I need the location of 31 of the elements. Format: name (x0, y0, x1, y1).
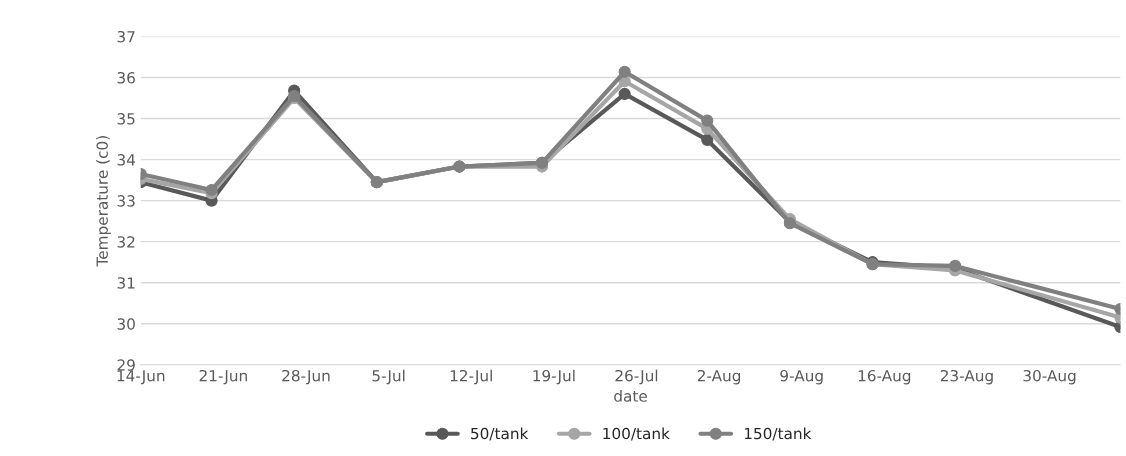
legend-label: 100/tank (603, 427, 670, 441)
x-tick-label: 14-Jun (117, 370, 165, 385)
legend-label: 50/tank (471, 427, 529, 441)
x-tick-label: 23-Aug (940, 369, 993, 385)
point (701, 133, 714, 146)
x-tick-label: 2-Aug (697, 369, 741, 385)
x-tick-label: 21-Jun (199, 369, 247, 385)
x-tick-label: 30-Aug (1023, 369, 1076, 385)
y-tick-label: 36 (117, 71, 135, 84)
x-tick-label: 9-Aug (780, 369, 823, 385)
point (205, 183, 218, 197)
legend-label: 150/tank (744, 427, 812, 441)
y-tick-label: 32 (117, 236, 135, 248)
x-tick-label: 19-Jul (533, 369, 575, 385)
x-tick-label: 12-Jul (450, 369, 492, 385)
y-axis-title: Temperature (c0) (96, 136, 111, 267)
x-tick-label: 26-Jul (615, 369, 658, 385)
y-tick-label: 35 (117, 113, 135, 125)
x-axis-title: date (614, 390, 647, 402)
x-tick-label: 16-Aug (858, 369, 911, 385)
point (701, 114, 714, 127)
point (618, 87, 631, 101)
y-tick-label: 31 (117, 277, 135, 289)
y-tick-label: 33 (117, 195, 135, 207)
y-tick-label: 37 (117, 30, 135, 43)
point (618, 65, 631, 78)
y-tick-label: 29 (117, 359, 135, 371)
y-tick-label: 34 (117, 154, 136, 166)
x-tick-label: 28-Jun (282, 369, 330, 385)
y-tick-label: 30 (117, 318, 135, 330)
x-tick-label: 5-Jul (372, 369, 405, 385)
